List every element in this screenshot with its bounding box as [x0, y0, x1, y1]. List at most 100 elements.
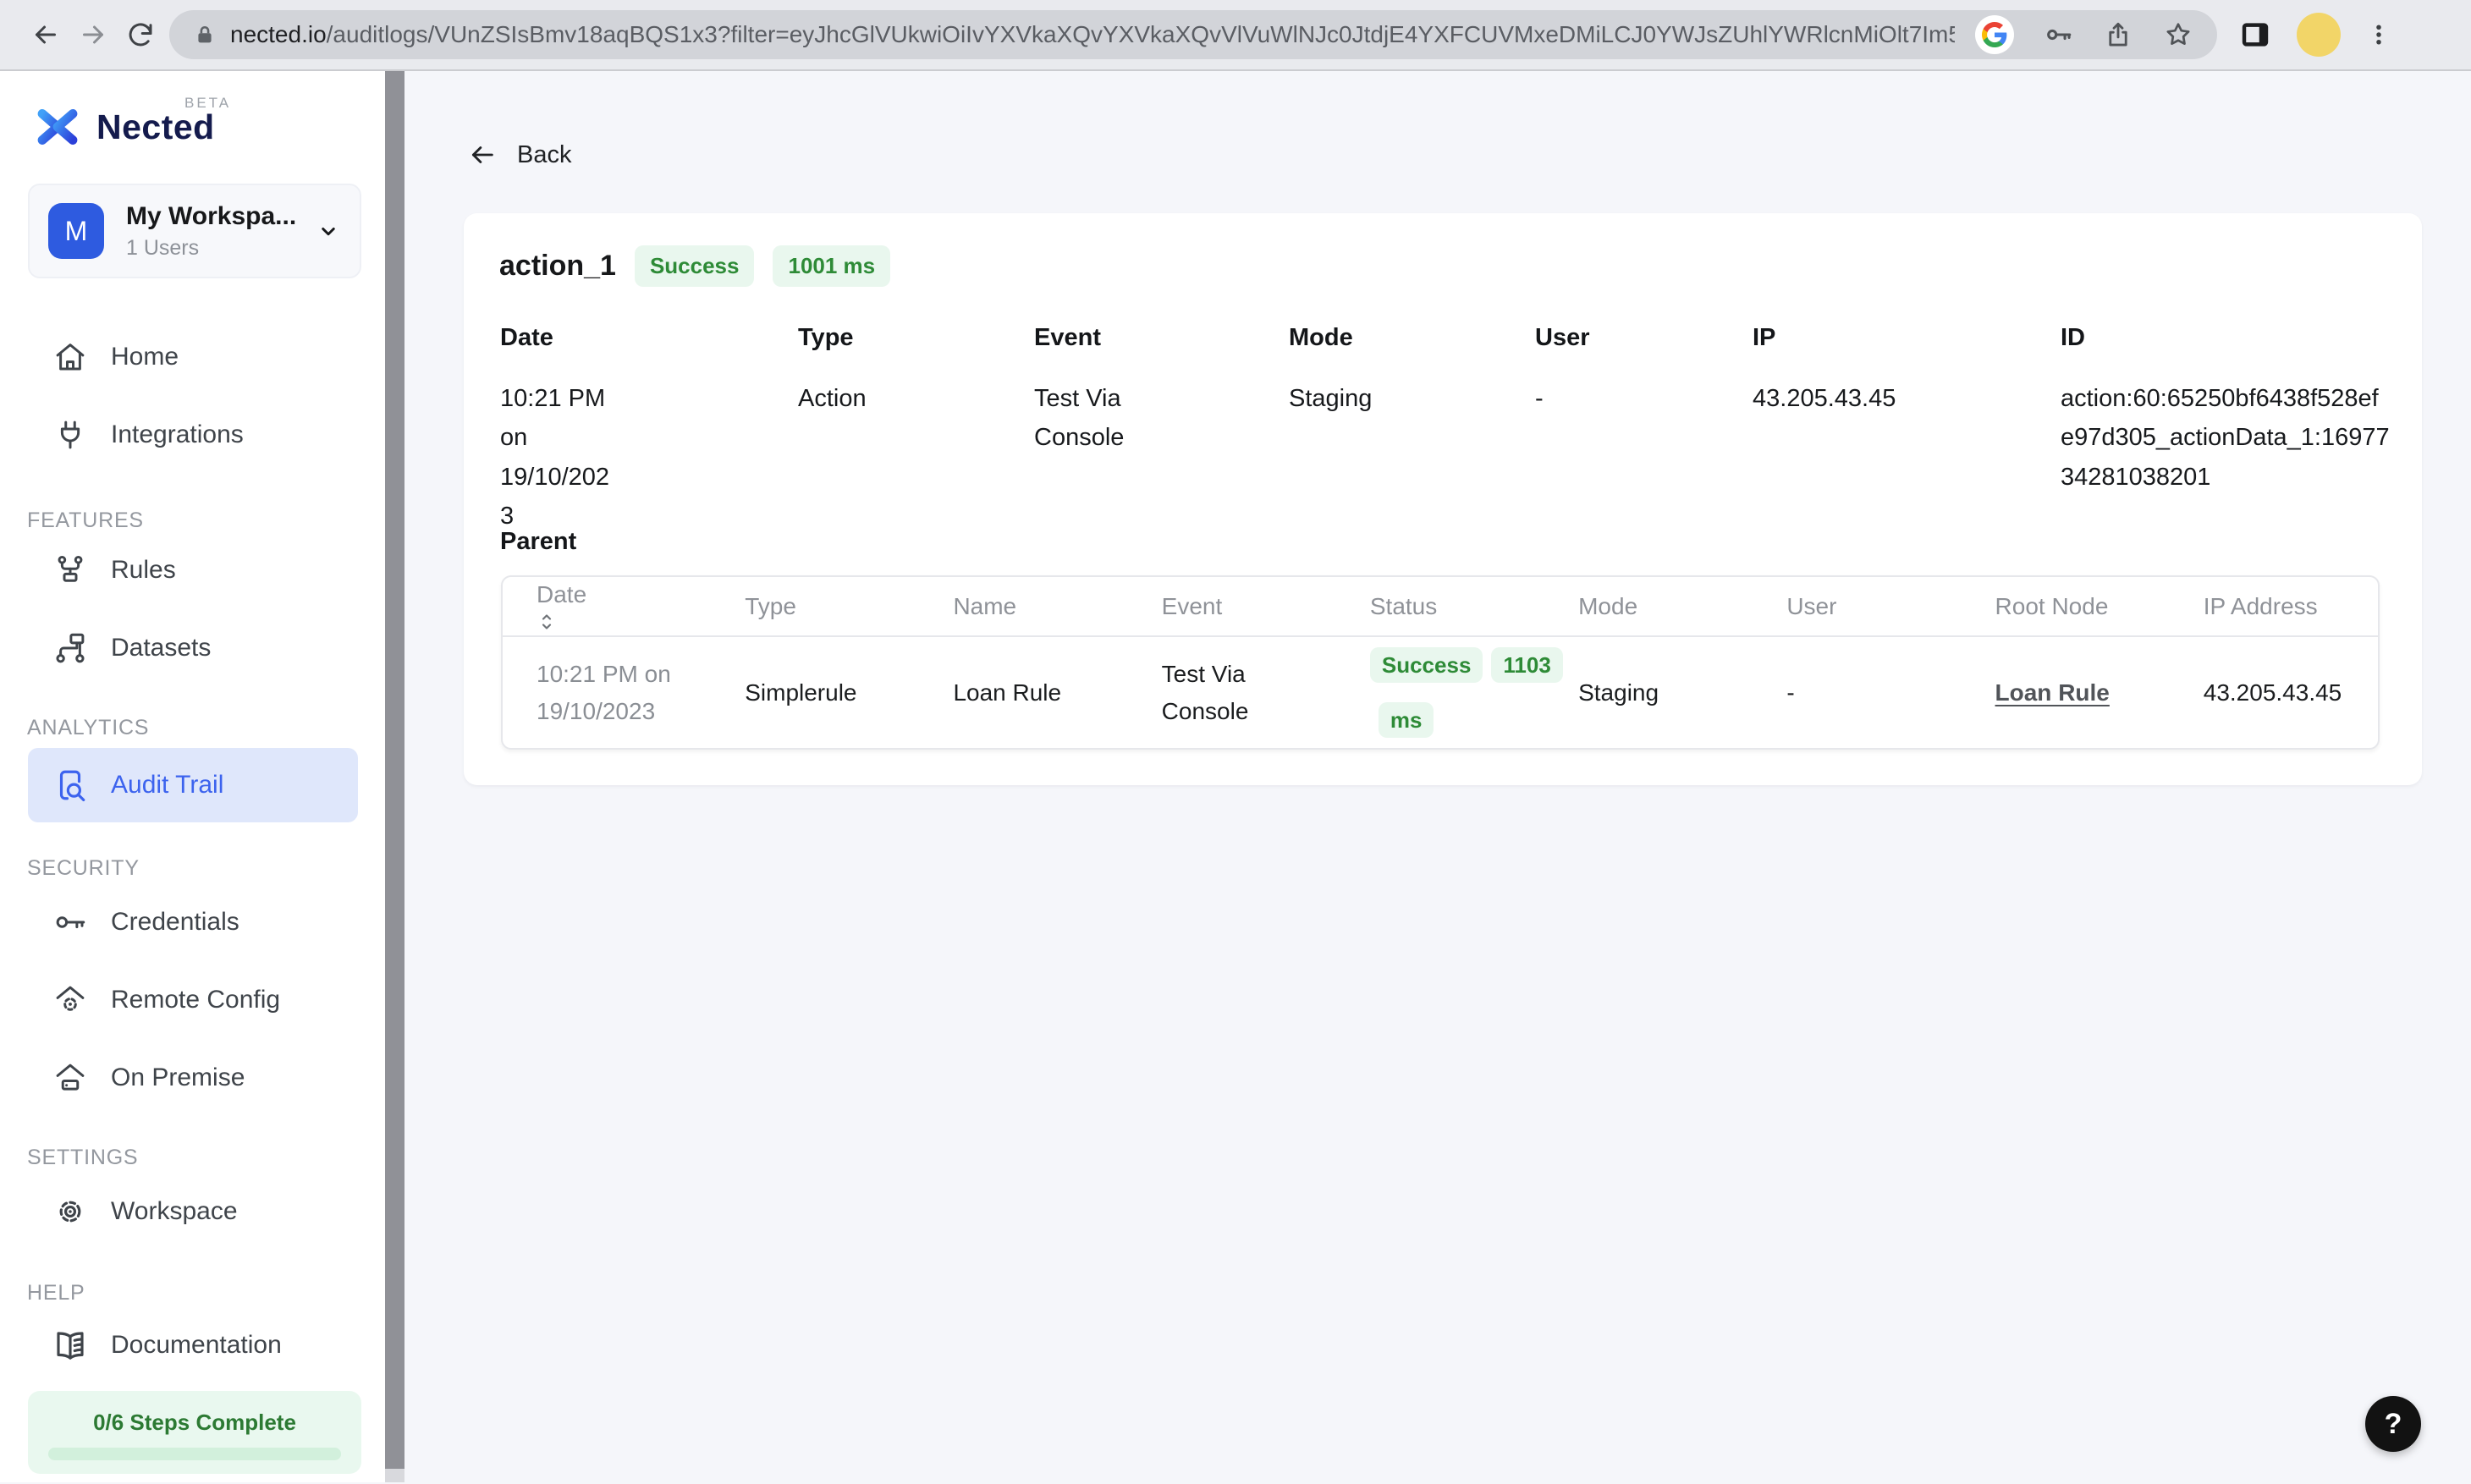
sidebar-scrollbar[interactable] — [385, 71, 404, 1482]
cell-status: Success 1103 ms — [1336, 636, 1563, 748]
workspace-name: My Workspa... — [126, 201, 297, 230]
arrow-left-icon — [468, 140, 497, 169]
workspace-avatar: M — [48, 203, 104, 259]
section-security: SECURITY — [27, 856, 140, 880]
sidebar-item-home[interactable]: Home — [28, 329, 358, 385]
field-label: ID — [2061, 324, 2085, 351]
table-row[interactable]: 10:21 PM on 19/10/2023 Simplerule Loan R… — [503, 636, 2378, 748]
scrollbar-thumb[interactable] — [385, 71, 404, 1469]
column-status: Status — [1335, 577, 1545, 637]
section-settings: SETTINGS — [27, 1146, 139, 1169]
book-icon — [52, 1327, 89, 1364]
browser-reload-icon[interactable] — [117, 11, 164, 58]
key-icon — [52, 904, 89, 941]
parent-heading: Parent — [500, 528, 577, 555]
record-title: action_1 — [499, 250, 616, 282]
column-event: Event — [1127, 577, 1336, 637]
share-icon[interactable] — [2104, 20, 2133, 49]
sidebar-item-rules[interactable]: Rules — [28, 542, 358, 598]
google-icon[interactable] — [1975, 15, 2014, 54]
cell-root-node: Loan Rule — [1962, 636, 2170, 748]
passwords-key-icon[interactable] — [2044, 20, 2073, 49]
root-node-link[interactable]: Loan Rule — [1995, 679, 2110, 706]
field-value: - — [1535, 385, 1544, 412]
url-text: nected.io/auditlogs/VUnZSIsBmv18aqBQS1x3… — [230, 21, 1955, 48]
browser-forward-icon[interactable] — [69, 11, 117, 58]
plug-icon — [52, 416, 89, 453]
field-value: Staging — [1289, 385, 1373, 412]
field-value: 10:21 PM on 19/10/2023 — [500, 385, 610, 530]
field-ip: IP 43.205.43.45 — [1753, 324, 1989, 418]
cell-event: Test Via Console — [1161, 661, 1249, 724]
workspace-users-count: 1 Users — [126, 235, 200, 260]
nected-logo-icon — [32, 107, 83, 147]
row-status-badge: Success — [1369, 647, 1483, 684]
cell-date: 10:21 PM on 19/10/2023 — [537, 661, 671, 724]
nected-logo[interactable]: Nected — [32, 107, 215, 147]
gear-icon — [52, 1193, 89, 1230]
field-label: Type — [798, 324, 854, 351]
address-bar[interactable]: nected.io/auditlogs/VUnZSIsBmv18aqBQS1x3… — [169, 10, 2217, 59]
browser-back-icon[interactable] — [22, 11, 69, 58]
url-path: /auditlogs/VUnZSIsBmv18aqBQS1x3?filter=e… — [326, 21, 1955, 47]
back-button[interactable]: Back — [468, 140, 571, 169]
steps-complete-label: 0/6 Steps Complete — [93, 1410, 296, 1435]
sidebar-item-label: Integrations — [111, 420, 244, 448]
column-name: Name — [919, 577, 1128, 637]
sidebar-item-workspace[interactable]: Workspace — [28, 1184, 358, 1239]
sidebar-item-label: Workspace — [111, 1197, 238, 1225]
side-panel-icon[interactable] — [2239, 19, 2271, 51]
workspace-switcher[interactable]: M My Workspa... 1 Users — [28, 184, 361, 278]
sidebar-item-on-premise[interactable]: On Premise — [28, 1050, 358, 1106]
datasets-icon — [52, 629, 89, 667]
section-features: FEATURES — [27, 508, 144, 532]
field-value: Test Via Console — [1034, 385, 1125, 452]
sidebar-item-label: Home — [111, 343, 179, 371]
chevron-down-icon — [316, 218, 341, 244]
sidebar-item-documentation[interactable]: Documentation — [28, 1317, 358, 1373]
house-gear-icon — [52, 981, 89, 1019]
field-event: Event Test Via Console — [1034, 324, 1161, 458]
field-type: Type Action — [798, 324, 984, 418]
sidebar-item-datasets[interactable]: Datasets — [28, 620, 358, 676]
field-value: action:60:65250bf6438f528efe97d305_actio… — [2061, 385, 2390, 491]
audit-detail-card: action_1 Success 1001 ms Date 10:21 PM o… — [464, 213, 2422, 785]
home-icon — [52, 338, 89, 376]
sidebar-item-label: Remote Config — [111, 986, 281, 1014]
sidebar: Nected BETA M My Workspa... 1 Users Home… — [0, 71, 385, 1482]
field-id: ID action:60:65250bf6438f528efe97d305_ac… — [2061, 324, 2391, 497]
bookmark-star-icon[interactable] — [2163, 19, 2193, 50]
lock-icon — [193, 23, 217, 47]
column-mode: Mode — [1544, 577, 1753, 637]
section-help: HELP — [27, 1281, 85, 1305]
column-root-node: Root Node — [1961, 577, 2170, 637]
sidebar-item-label: Credentials — [111, 908, 239, 936]
cell-ip-address: 43.205.43.45 — [2203, 679, 2342, 706]
sidebar-item-label: Rules — [111, 556, 176, 584]
column-type: Type — [711, 577, 920, 637]
sidebar-item-credentials[interactable]: Credentials — [28, 894, 358, 950]
sidebar-item-audit-trail[interactable]: Audit Trail — [28, 748, 358, 822]
onboarding-progress-card[interactable]: 0/6 Steps Complete — [28, 1391, 361, 1474]
section-analytics: ANALYTICS — [27, 716, 150, 739]
field-label: Date — [500, 324, 553, 351]
profile-avatar[interactable] — [2297, 13, 2341, 57]
main-content: Back action_1 Success 1001 ms Date 10:21… — [404, 71, 2471, 1482]
field-date: Date 10:21 PM on 19/10/2023 — [500, 324, 619, 536]
field-label: Mode — [1289, 324, 1353, 351]
column-date[interactable]: Date — [503, 577, 712, 637]
sidebar-item-label: Documentation — [111, 1331, 282, 1359]
sort-icon[interactable] — [537, 612, 711, 632]
sidebar-item-integrations[interactable]: Integrations — [28, 407, 358, 463]
back-label: Back — [517, 140, 572, 168]
progress-bar — [48, 1448, 341, 1460]
field-user: User - — [1535, 324, 1670, 418]
cell-user: - — [1786, 679, 1795, 706]
browser-menu-icon[interactable] — [2366, 22, 2391, 47]
sidebar-item-remote-config[interactable]: Remote Config — [28, 972, 358, 1028]
url-domain: nected.io — [230, 21, 327, 47]
help-button[interactable]: ? — [2365, 1396, 2421, 1452]
sidebar-item-label: Audit Trail — [111, 771, 224, 799]
sidebar-item-label: On Premise — [111, 1064, 245, 1091]
field-value: Action — [798, 385, 867, 412]
